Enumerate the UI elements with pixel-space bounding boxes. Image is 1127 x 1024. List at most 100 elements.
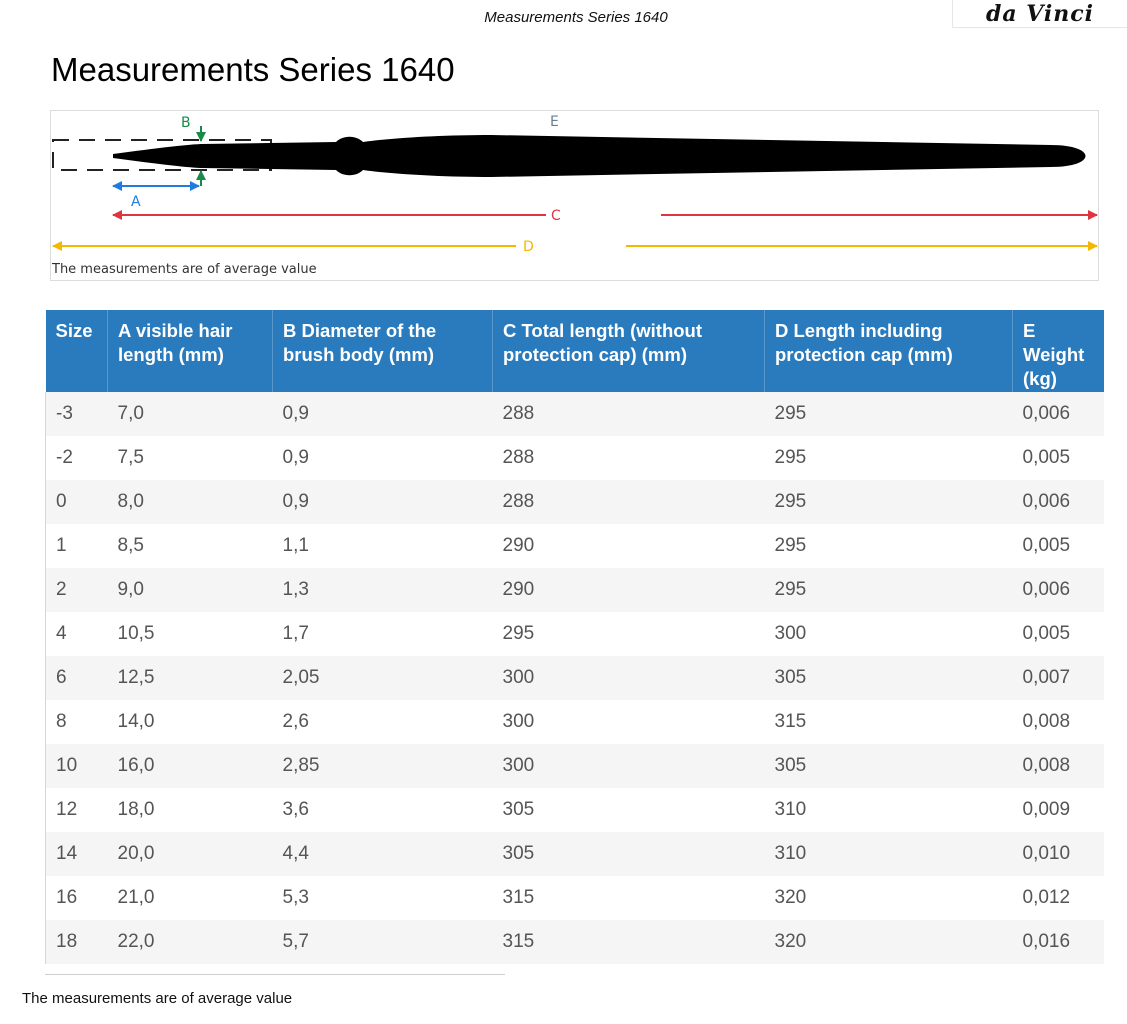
header-c-total-length: C Total length (without protection cap) … [492,310,765,392]
cell-a: 21,0 [107,876,273,920]
cell-a: 16,0 [107,744,273,788]
page-title: Measurements Series 1640 [51,51,455,88]
cell-a: 14,0 [107,700,273,744]
cell-c: 315 [492,876,765,920]
cell-c: 290 [492,568,765,612]
cell-d: 300 [764,612,1013,656]
header-e-weight: E Weight (kg) [1012,310,1104,392]
cell-c: 288 [492,480,765,524]
cell-size: 0 [45,480,108,524]
cell-d: 310 [764,832,1013,876]
table-row: -2 7,5 0,9 288 295 0,005 [45,436,1104,480]
c-label: C [551,208,561,224]
cell-size: 1 [45,524,108,568]
table-row: 10 16,0 2,85 300 305 0,008 [45,744,1104,788]
cell-size: 12 [45,788,108,832]
diagram-note: The measurements are of average value [52,262,317,277]
protection-cap-outline [52,139,272,171]
cell-size: 8 [45,700,108,744]
cell-d: 305 [764,656,1013,700]
a-label: A [131,194,141,210]
table-row: 12 18,0 3,6 305 310 0,009 [45,788,1104,832]
table-row: 0 8,0 0,9 288 295 0,006 [45,480,1104,524]
cell-size: 4 [45,612,108,656]
cell-b: 2,05 [272,656,493,700]
cell-e: 0,008 [1012,744,1104,788]
cell-size: 14 [45,832,108,876]
cell-c: 290 [492,524,765,568]
cell-a: 18,0 [107,788,273,832]
table-row: 2 9,0 1,3 290 295 0,006 [45,568,1104,612]
header-a-hair-length: A visible hair length (mm) [107,310,273,392]
brush-diagram-svg: B A E C D [52,114,1098,255]
cell-d: 295 [764,568,1013,612]
cell-d: 320 [764,876,1013,920]
cell-e: 0,005 [1012,436,1104,480]
measurements-table: Size A visible hair length (mm) B Diamet… [45,310,1104,964]
cell-d: 305 [764,744,1013,788]
cell-b: 0,9 [272,392,493,436]
cell-d: 295 [764,524,1013,568]
cell-size: 6 [45,656,108,700]
cell-b: 5,7 [272,920,493,964]
cell-e: 0,010 [1012,832,1104,876]
cell-e: 0,006 [1012,480,1104,524]
brush-silhouette [113,135,1086,177]
cell-d: 310 [764,788,1013,832]
cell-size: 18 [45,920,108,964]
b-label: B [181,115,191,131]
cell-e: 0,009 [1012,788,1104,832]
cell-b: 2,85 [272,744,493,788]
cell-d: 295 [764,436,1013,480]
cell-b: 1,1 [272,524,493,568]
table-row: 6 12,5 2,05 300 305 0,007 [45,656,1104,700]
cell-size: -3 [45,392,108,436]
table-row: 18 22,0 5,7 315 320 0,016 [45,920,1104,964]
header-b-diameter: B Diameter of the brush body (mm) [272,310,493,392]
cell-e: 0,016 [1012,920,1104,964]
cell-e: 0,005 [1012,524,1104,568]
davinci-logo: da Vinci [952,0,1127,28]
cell-a: 7,5 [107,436,273,480]
cell-d: 315 [764,700,1013,744]
table-row: 8 14,0 2,6 300 315 0,008 [45,700,1104,744]
brush-measurement-diagram: B A E C D The measurements are of averag… [50,110,1099,281]
cell-size: -2 [45,436,108,480]
cell-c: 288 [492,436,765,480]
header-size: Size [45,310,108,392]
cell-b: 2,6 [272,700,493,744]
measurements-table-container: Size A visible hair length (mm) B Diamet… [45,310,1104,964]
cell-e: 0,008 [1012,700,1104,744]
d-label: D [523,239,534,255]
cell-b: 0,9 [272,480,493,524]
table-row: 4 10,5 1,7 295 300 0,005 [45,612,1104,656]
cell-b: 5,3 [272,876,493,920]
table-header-row: Size A visible hair length (mm) B Diamet… [45,310,1104,392]
document-header: Measurements Series 1640 da Vinci [0,0,1127,34]
cell-b: 1,3 [272,568,493,612]
cell-a: 10,5 [107,612,273,656]
cell-b: 1,7 [272,612,493,656]
footnote: The measurements are of average value [22,990,293,1007]
header-title: Measurements Series 1640 [484,9,668,26]
cell-a: 9,0 [107,568,273,612]
cell-d: 320 [764,920,1013,964]
table-bottom-border [45,974,505,975]
table-row: 1 8,5 1,1 290 295 0,005 [45,524,1104,568]
e-label: E [550,114,559,130]
table-row: -3 7,0 0,9 288 295 0,006 [45,392,1104,436]
cell-e: 0,006 [1012,392,1104,436]
cell-a: 7,0 [107,392,273,436]
cell-c: 300 [492,744,765,788]
cell-size: 2 [45,568,108,612]
cell-d: 295 [764,392,1013,436]
cell-a: 8,0 [107,480,273,524]
cell-b: 3,6 [272,788,493,832]
cell-a: 22,0 [107,920,273,964]
table-row: 14 20,0 4,4 305 310 0,010 [45,832,1104,876]
cell-c: 300 [492,656,765,700]
cell-c: 300 [492,700,765,744]
cell-c: 288 [492,392,765,436]
cell-c: 305 [492,832,765,876]
cell-e: 0,007 [1012,656,1104,700]
